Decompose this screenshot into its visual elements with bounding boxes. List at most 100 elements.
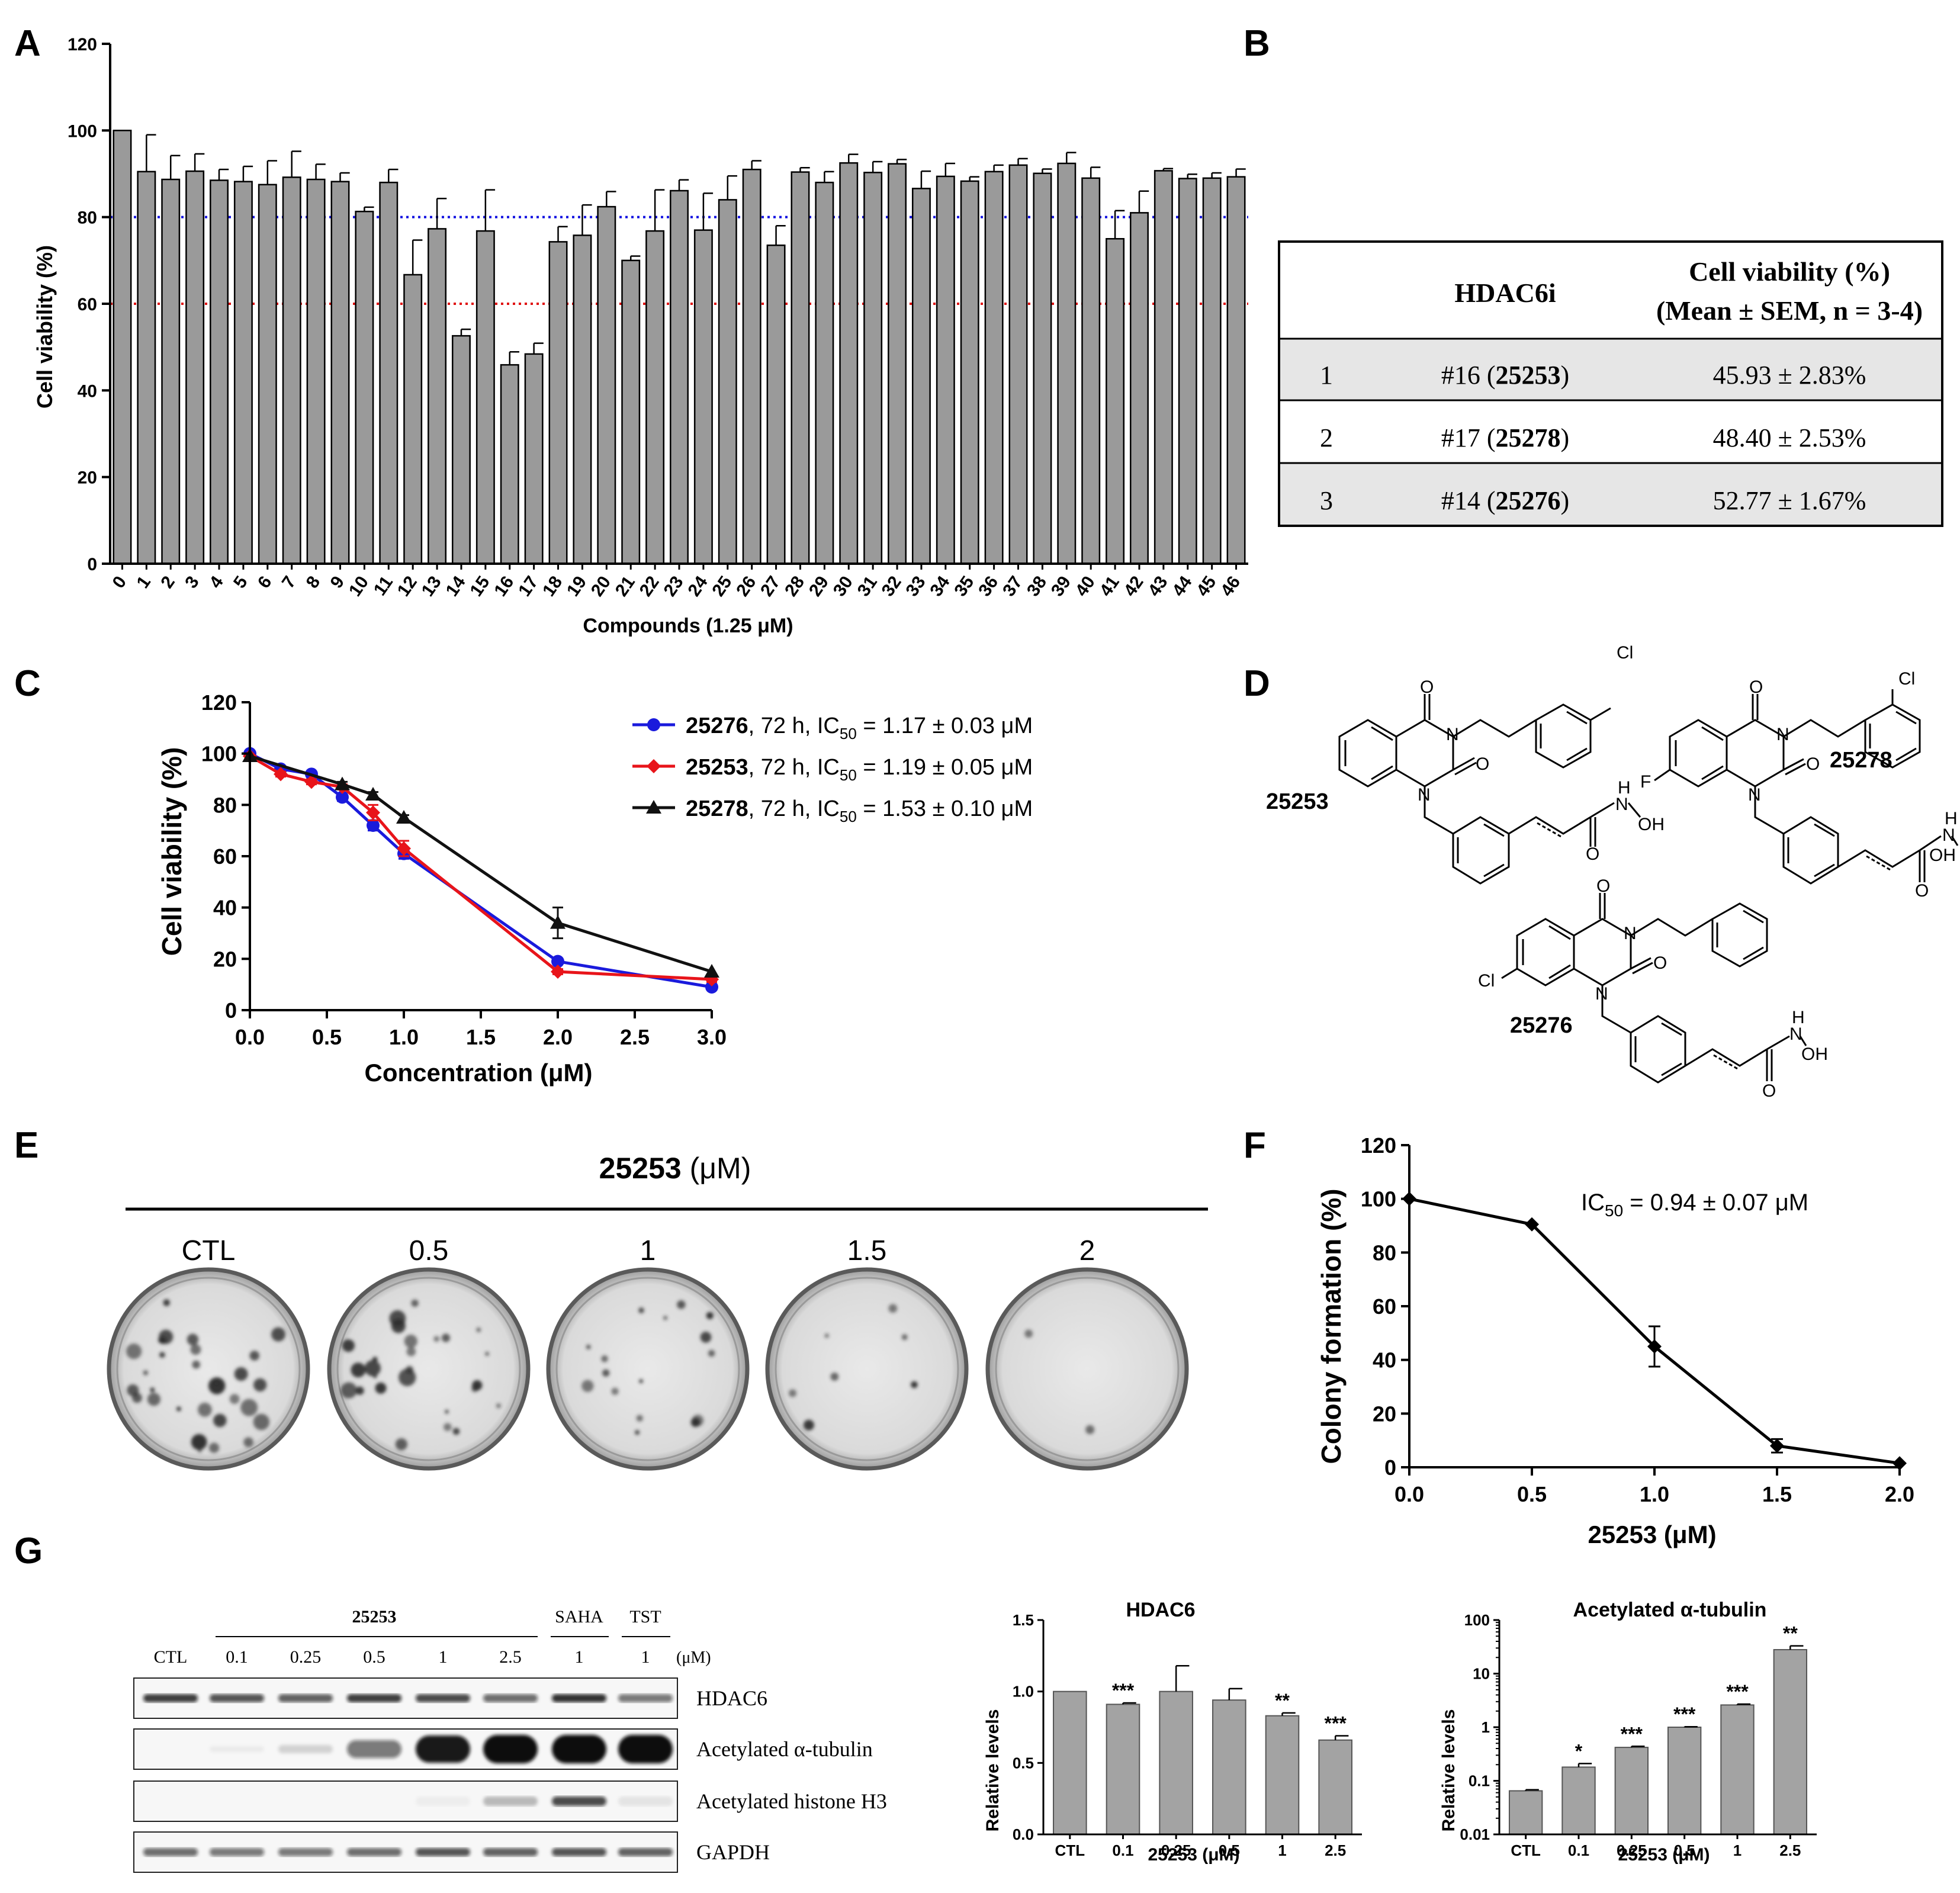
y-tick-20: 20 — [78, 468, 97, 488]
band-0-4 — [416, 1694, 470, 1702]
colony — [445, 1409, 449, 1414]
band-3-4 — [416, 1848, 470, 1856]
band-2-6 — [552, 1796, 606, 1806]
chart-f-x-label: 25253 (μM) — [1588, 1521, 1716, 1548]
panel-e-title-unit: (μM) — [682, 1152, 751, 1185]
bar-compound-38 — [1033, 172, 1052, 565]
colony — [1024, 1329, 1033, 1338]
structure-label-25276: 25276 — [1510, 1013, 1573, 1038]
panel-letter-g: G — [14, 1531, 43, 1571]
colony — [830, 1373, 839, 1381]
x-tick-17: 17 — [515, 573, 542, 600]
lane-label-7: 1 — [641, 1647, 650, 1667]
bar-compound-41 — [1106, 238, 1125, 565]
table-b-rank-1: 1 — [1320, 361, 1333, 390]
western-tst-label: TST — [629, 1607, 661, 1627]
bar-compound-27 — [766, 244, 786, 565]
band-2-5 — [483, 1796, 538, 1806]
x-tick-0.5: 0.5 — [1517, 1482, 1547, 1506]
x-tick-0.0: 0.0 — [1395, 1482, 1424, 1506]
table-b-header-hdac6i: HDAC6i — [1454, 278, 1556, 308]
y-tick-0: 0 — [225, 998, 237, 1023]
bar-compound-16 — [500, 364, 519, 565]
colony — [586, 1344, 591, 1349]
table-b-compound-id: 25276 — [1496, 486, 1561, 515]
band-1-2 — [278, 1745, 333, 1753]
bar-0.25 — [1159, 1690, 1193, 1836]
dish-rim — [995, 1277, 1180, 1461]
atom-o-1c: O — [1586, 844, 1599, 864]
chart-f-ic50-post: = 0.94 ± 0.07 μM — [1623, 1190, 1808, 1216]
y-tick-100: 100 — [201, 742, 237, 766]
table-b-compound-id: 25278 — [1496, 423, 1561, 452]
blot-bands-0 — [143, 1694, 673, 1702]
legend-value: = 1.19 ± 0.05 μM — [857, 755, 1033, 780]
colony — [404, 1335, 417, 1348]
bar-compound-11 — [379, 181, 399, 565]
band-1-5 — [483, 1735, 538, 1763]
colony — [1085, 1425, 1095, 1435]
dish-rim — [116, 1277, 301, 1461]
dish-label-CTL: CTL — [182, 1235, 236, 1267]
dish-rim — [555, 1277, 740, 1461]
table-b-value-25278: 48.40 ± 2.53% — [1713, 423, 1866, 452]
protein-label-0: HDAC6 — [696, 1686, 767, 1710]
legend-sub: 50 — [840, 725, 857, 743]
significance-1: ** — [1275, 1690, 1290, 1711]
colony — [472, 1380, 483, 1391]
legend-value: = 1.17 ± 0.03 μM — [857, 714, 1033, 738]
band-0-1 — [210, 1694, 264, 1702]
point-25278-2 — [550, 915, 565, 929]
bar-compound-28 — [791, 171, 810, 565]
dish-label-1.5: 1.5 — [847, 1235, 887, 1267]
y-tick-100: 100 — [68, 121, 97, 141]
blot-bands-2 — [416, 1796, 673, 1806]
band-2-7 — [618, 1796, 673, 1806]
atom-o-3c: O — [1762, 1081, 1776, 1101]
legend-value: = 1.53 ± 0.10 μM — [857, 796, 1033, 821]
bar-compound-31 — [863, 172, 883, 565]
colony — [639, 1379, 644, 1384]
panel-letter-e: E — [14, 1125, 38, 1166]
colony — [243, 1437, 253, 1448]
culture-dish-1 — [546, 1267, 750, 1471]
culture-dish-1.5 — [765, 1267, 969, 1471]
atom-f-2: F — [1640, 772, 1651, 792]
point-25278-1 — [396, 810, 412, 824]
bar-compound-42 — [1130, 212, 1149, 565]
table-b-rank-2: 2 — [1320, 423, 1333, 452]
significance-0.1: * — [1575, 1740, 1583, 1762]
atom-n-2: N — [1776, 725, 1789, 744]
colonies-1 — [581, 1300, 715, 1435]
significance-2.5: ** — [1783, 1623, 1798, 1644]
legend-name: 25276 — [686, 714, 748, 738]
bar-compound-3 — [185, 170, 205, 565]
atom-n-1c: N — [1615, 795, 1628, 814]
structure-label-25253: 25253 — [1266, 789, 1329, 814]
colony — [208, 1442, 220, 1453]
bar-0.1 — [1561, 1766, 1596, 1836]
x-tick-5: 5 — [230, 573, 252, 592]
colony — [192, 1360, 201, 1369]
band-1-6 — [552, 1735, 606, 1763]
series-line-25253 — [249, 754, 712, 981]
structure-labels: Cl O N O N O N H OH 25253 Cl O N O N F O… — [1266, 643, 1958, 1101]
chart-c-dose-response: 0 20 40 60 80 100 120 0.0 0.5 1.0 1.5 2.0 2.5 3.0 — [201, 690, 727, 1049]
chart-a-compound-screen: 0 1 2 3 4 5 6 7 8 9101112131415161718192021222324… — [68, 35, 1248, 600]
chart-f-ic50-annotation: IC50 = 0.94 ± 0.07 μM — [1581, 1190, 1808, 1220]
atom-h-2: H — [1945, 809, 1958, 828]
chart-f-ic50-sub: 50 — [1605, 1201, 1623, 1220]
x-tick-6: 6 — [254, 573, 276, 592]
colony — [187, 1333, 199, 1345]
blot-bands-1 — [210, 1735, 673, 1763]
colony — [788, 1389, 797, 1397]
atom-o-2b: O — [1806, 754, 1820, 774]
atom-o-1b: O — [1476, 754, 1489, 774]
x-tick-23: 23 — [660, 573, 687, 600]
bar-compound-20 — [597, 205, 616, 565]
band-3-0 — [143, 1848, 198, 1856]
point-25253-0.2 — [274, 767, 288, 782]
colony — [663, 1316, 668, 1320]
protein-label-2: Acetylated histone H3 — [696, 1789, 887, 1813]
bar-compound-37 — [1008, 164, 1028, 565]
